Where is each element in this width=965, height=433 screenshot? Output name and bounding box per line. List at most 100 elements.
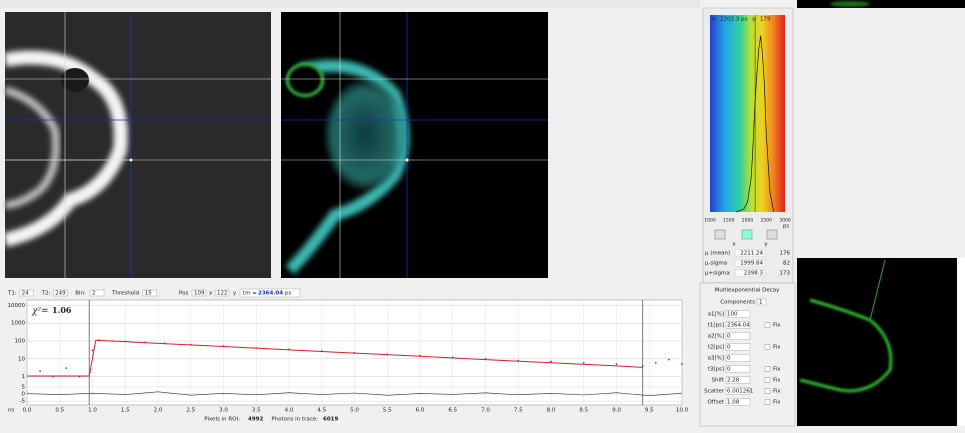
hist-x-unit: ps bbox=[783, 224, 789, 230]
param-label: Scatter bbox=[704, 389, 725, 395]
y-tick-label: 100 bbox=[15, 339, 26, 345]
app-window: x: 2202.3 ps y: 179 ps x y Pos 109 x 122… bbox=[0, 0, 965, 433]
control-label: T2: bbox=[41, 291, 51, 297]
y-tick-label: 10000 bbox=[8, 303, 26, 309]
zoom-all[interactable] bbox=[742, 230, 752, 239]
x-tick-label: 8.5 bbox=[579, 408, 588, 414]
res-tick-label: -5 bbox=[20, 399, 26, 405]
hist-tick-label: 1500 bbox=[723, 218, 735, 224]
y-tick-label: 1000 bbox=[11, 321, 25, 327]
cursor-x: 2202.3 bbox=[720, 17, 740, 23]
fix-label: Fix bbox=[773, 367, 781, 373]
intensity-image bbox=[5, 12, 271, 278]
x-tick-label: 0.5 bbox=[55, 408, 64, 414]
stats-label: μ (mean) bbox=[705, 251, 730, 257]
stats-y: 173 bbox=[780, 271, 791, 277]
stats-x: 1999.84 bbox=[740, 261, 763, 267]
zoom-y[interactable] bbox=[767, 230, 777, 239]
fix-label: Fix bbox=[773, 389, 781, 395]
tm-value: 2364.04 bbox=[258, 291, 283, 297]
control-value: 2 bbox=[92, 291, 96, 297]
hist-tick-label: 2000 bbox=[742, 218, 754, 224]
param-label: t1[ps] bbox=[708, 323, 724, 329]
x-tick-label: 5.0 bbox=[350, 408, 359, 414]
param-label: Shift bbox=[711, 378, 724, 384]
control-value: 249 bbox=[55, 291, 66, 297]
data-point bbox=[655, 362, 657, 364]
x-tick-label: 9.5 bbox=[645, 408, 654, 414]
x-tick-label: 10.0 bbox=[676, 408, 689, 414]
param-value: 2.28 bbox=[727, 378, 740, 384]
components-value: 1 bbox=[759, 300, 763, 306]
data-point bbox=[92, 349, 94, 351]
stats-y: 82 bbox=[783, 261, 790, 267]
chi-label: χ²= bbox=[31, 307, 49, 317]
histogram-spectrum bbox=[710, 15, 785, 212]
x-tick-label: 0.0 bbox=[23, 408, 32, 414]
fix-label: Fix bbox=[773, 400, 781, 406]
param-value: 0 bbox=[727, 367, 731, 373]
param-value: 1.08 bbox=[727, 400, 740, 406]
data-point bbox=[583, 362, 585, 364]
param-value: 0 bbox=[727, 356, 731, 362]
controls-bar bbox=[5, 288, 700, 298]
fix-checkbox[interactable] bbox=[765, 389, 770, 394]
stats-label: μ-sigma bbox=[705, 261, 727, 267]
fix-checkbox[interactable] bbox=[765, 400, 770, 405]
param-value: 0.001261 bbox=[727, 389, 753, 395]
x-tick-label: 6.5 bbox=[448, 408, 457, 414]
x-tick-label: 5.5 bbox=[383, 408, 392, 414]
data-point bbox=[65, 367, 67, 369]
control-value: 24 bbox=[22, 291, 29, 297]
fix-checkbox[interactable] bbox=[765, 367, 770, 372]
fix-label: Fix bbox=[773, 378, 781, 384]
control-label: T1: bbox=[7, 291, 17, 297]
pixels-label: Pixels in ROI: bbox=[204, 417, 240, 423]
param-value: 0 bbox=[727, 345, 731, 351]
x-tick-label: 4.5 bbox=[317, 408, 326, 414]
data-point bbox=[642, 365, 644, 367]
x-tick-label: 7.5 bbox=[514, 408, 523, 414]
res-tick-label: 5 bbox=[22, 384, 26, 390]
zoom-x[interactable] bbox=[715, 230, 725, 239]
lifetime-image bbox=[281, 12, 548, 278]
stats-y: 176 bbox=[780, 251, 791, 257]
pos-label: Pos bbox=[179, 291, 188, 297]
top-strip bbox=[0, 0, 700, 8]
x-tick-label: 1.5 bbox=[121, 408, 130, 414]
hist-tick-label: 3000 bbox=[779, 218, 791, 224]
stats-x: 2211.24 bbox=[740, 251, 763, 257]
param-label: a3[%] bbox=[708, 356, 724, 362]
x-tick-label: 8.0 bbox=[547, 408, 556, 414]
x-tick-label: 3.5 bbox=[252, 408, 261, 414]
param-label: Offset bbox=[707, 400, 724, 406]
fix-checkbox[interactable] bbox=[765, 345, 770, 350]
res-tick-label: 0 bbox=[22, 392, 26, 398]
fix-checkbox[interactable] bbox=[765, 378, 770, 383]
chi-value: 1.06 bbox=[52, 305, 72, 315]
fix-label: Fix bbox=[773, 323, 781, 329]
x-tick-label: 2.5 bbox=[186, 408, 195, 414]
x-tick-label: 6.0 bbox=[416, 408, 425, 414]
control-label: Bin: bbox=[75, 291, 86, 297]
data-point bbox=[616, 363, 618, 365]
decay-x-unit: ns bbox=[8, 408, 14, 414]
data-point bbox=[550, 361, 552, 363]
hist-tick-label: 2500 bbox=[761, 218, 773, 224]
pos-y: 122 bbox=[217, 291, 228, 297]
components-label: Components bbox=[720, 300, 755, 306]
fit-title: Multiexponential Decay bbox=[715, 288, 781, 294]
cursor-y-label: y: bbox=[752, 17, 757, 23]
fix-checkbox[interactable] bbox=[765, 323, 770, 328]
param-label: a2[%] bbox=[708, 334, 724, 340]
photons-value: 6019 bbox=[323, 417, 338, 423]
param-label: a1[%] bbox=[708, 312, 724, 318]
cursor-x-unit: ps bbox=[741, 17, 747, 23]
hist-tick-label: 1000 bbox=[704, 218, 716, 224]
param-value: 2364.04 bbox=[727, 323, 750, 329]
param-value: 0 bbox=[727, 334, 731, 340]
cursor-y: 179 bbox=[760, 17, 771, 23]
x-tick-label: 1.0 bbox=[88, 408, 97, 414]
param-label: t2[ps] bbox=[708, 345, 724, 351]
x-tick-label: 9.0 bbox=[612, 408, 621, 414]
